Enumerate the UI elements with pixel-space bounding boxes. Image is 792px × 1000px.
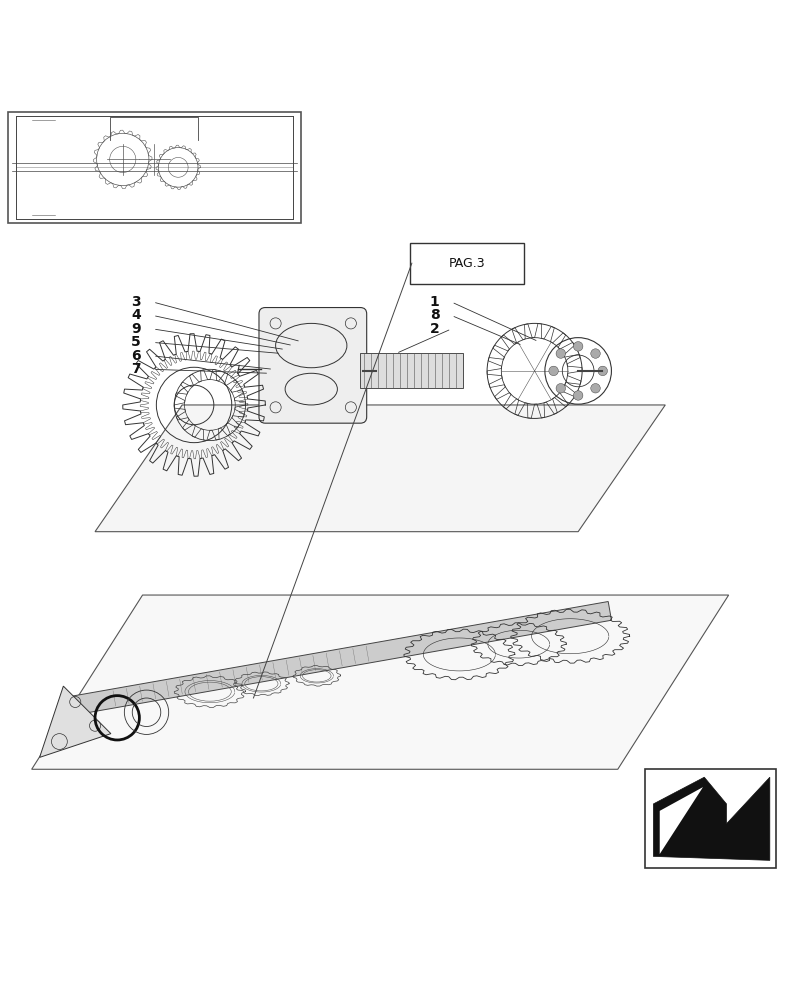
Circle shape (598, 366, 607, 376)
Polygon shape (660, 787, 703, 854)
FancyBboxPatch shape (259, 308, 367, 423)
Text: 9: 9 (131, 322, 141, 336)
Circle shape (573, 391, 583, 400)
Text: PAG.3: PAG.3 (449, 257, 485, 270)
Bar (8, 112, 301, 223)
Text: 1: 1 (430, 295, 440, 309)
Circle shape (556, 384, 565, 393)
Text: 8: 8 (430, 308, 440, 322)
Bar (360, 353, 463, 388)
Circle shape (549, 366, 558, 376)
Text: 7: 7 (131, 362, 141, 376)
Bar (645, 769, 776, 868)
Circle shape (556, 349, 565, 358)
Text: 4: 4 (131, 308, 141, 322)
Polygon shape (40, 686, 111, 757)
Text: 6: 6 (131, 349, 141, 363)
Polygon shape (70, 602, 611, 715)
FancyBboxPatch shape (410, 243, 524, 284)
Circle shape (573, 342, 583, 351)
Polygon shape (95, 405, 665, 532)
Text: 2: 2 (430, 322, 440, 336)
Circle shape (591, 349, 600, 358)
Polygon shape (653, 777, 770, 860)
Text: 5: 5 (131, 335, 141, 349)
Text: 3: 3 (131, 295, 141, 309)
Circle shape (591, 384, 600, 393)
Polygon shape (32, 595, 729, 769)
